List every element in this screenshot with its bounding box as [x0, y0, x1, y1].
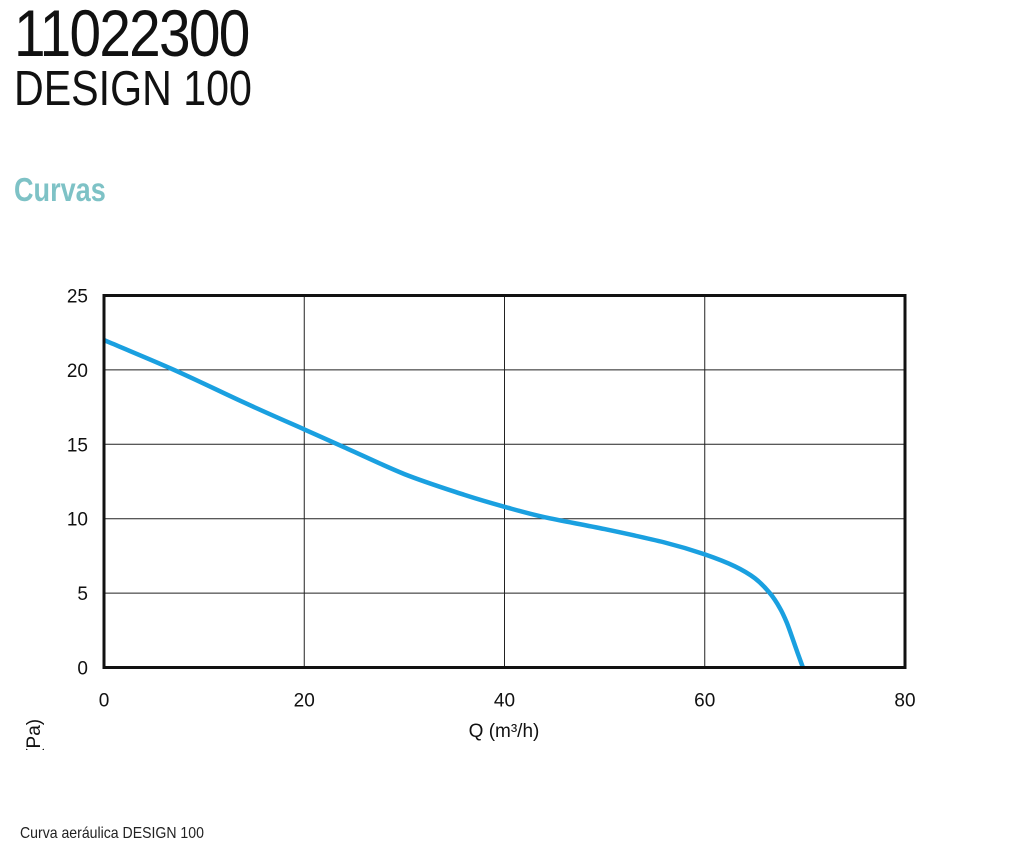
product-code: 11022300 [14, 0, 250, 70]
x-tick-label: 40 [494, 691, 515, 712]
x-tick-label: 80 [894, 691, 915, 712]
pressure-curve [103, 338, 806, 669]
section-title: Curvas [14, 171, 106, 208]
y-tick-label: 10 [67, 510, 88, 531]
plot-frame [102, 294, 907, 669]
product-name: DESIGN 100 [14, 62, 252, 116]
tick-layer: 0 20 40 60 80 0 5 10 15 20 25 [67, 287, 916, 712]
x-tick-label: 0 [99, 691, 110, 712]
chart-caption: Curva aeráulica DESIGN 100 [20, 825, 204, 842]
x-tick-label: 60 [694, 691, 715, 712]
x-axis-label: Q (m³/h) [469, 721, 540, 742]
x-tick-label: 20 [294, 691, 315, 712]
airflow-pressure-chart: 0 20 40 60 80 0 5 10 15 20 25 Q (m³/h) ΔP (Pa) [24, 287, 916, 751]
grid-layer [104, 295, 905, 668]
y-tick-label: 5 [77, 584, 88, 605]
y-tick-label: 25 [67, 287, 88, 308]
y-tick-label: 20 [67, 361, 88, 382]
y-tick-label: 0 [77, 659, 88, 680]
y-axis-label: ΔP (Pa) [24, 719, 45, 750]
frame-layer [102, 294, 907, 669]
curve-layer [103, 338, 806, 669]
y-tick-label: 15 [67, 435, 88, 456]
